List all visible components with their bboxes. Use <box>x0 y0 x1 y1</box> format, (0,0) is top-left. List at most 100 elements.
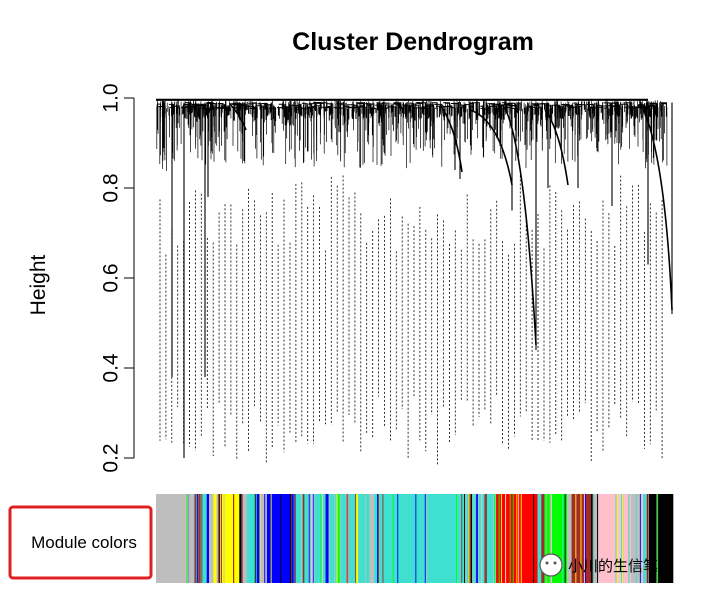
dendrogram-curved-branch <box>544 109 569 186</box>
y-axis: 0.2 0.4 0.6 0.8 1.0 <box>99 83 135 473</box>
module-color-stripe <box>562 494 564 583</box>
module-color-segment <box>348 494 357 583</box>
module-color-stripe <box>639 494 641 583</box>
module-color-stripe <box>467 494 468 583</box>
module-color-stripe <box>280 494 282 583</box>
module-color-stripe <box>485 494 487 583</box>
module-color-stripe <box>197 494 199 583</box>
module-color-segment <box>256 494 260 583</box>
dendrogram-curved-branch <box>229 103 247 131</box>
module-color-segment <box>220 494 240 583</box>
module-color-segment <box>156 494 195 583</box>
module-color-stripe <box>629 494 631 583</box>
module-color-segment <box>314 494 326 583</box>
module-color-stripe <box>471 494 472 583</box>
module-color-stripe <box>355 494 357 583</box>
dendrogram-branches <box>157 102 667 122</box>
module-color-stripe <box>581 494 583 583</box>
module-color-stripe <box>292 494 294 583</box>
module-color-stripe <box>186 494 188 583</box>
module-color-stripe <box>597 494 598 583</box>
module-color-stripe <box>564 494 566 583</box>
module-color-stripe <box>320 494 322 583</box>
module-color-stripe <box>520 494 522 583</box>
module-color-stripe <box>608 494 609 583</box>
module-color-stripe <box>426 494 428 583</box>
y-tick-label: 0.8 <box>99 173 122 202</box>
module-color-segment <box>486 494 494 583</box>
module-color-stripe <box>551 494 552 583</box>
module-color-stripe <box>291 494 293 583</box>
module-color-stripe <box>621 494 622 583</box>
module-color-segment <box>468 494 472 583</box>
module-color-stripe <box>195 494 197 583</box>
module-color-stripe <box>505 494 506 583</box>
module-color-stripe <box>498 494 500 583</box>
module-color-stripe <box>473 494 475 583</box>
module-color-segment <box>358 494 370 583</box>
module-color-stripe <box>512 494 514 583</box>
module-color-stripe <box>321 494 323 583</box>
module-color-stripe <box>294 494 296 583</box>
dendrogram-curved-branch <box>639 101 673 311</box>
y-tick-label: 0.2 <box>99 443 122 472</box>
watermark: 小川的生信笔记 <box>539 553 673 577</box>
module-color-stripe <box>424 494 426 583</box>
module-color-segment <box>541 494 545 583</box>
module-color-stripe <box>221 494 222 583</box>
module-color-segment <box>325 494 329 583</box>
module-color-stripe <box>501 494 502 583</box>
module-color-stripe <box>465 494 467 583</box>
module-color-segment <box>567 494 572 583</box>
watermark-text: 小川的生信笔记 <box>568 557 673 575</box>
module-color-stripe <box>289 494 291 583</box>
module-color-segment <box>476 494 479 583</box>
module-color-stripe <box>388 494 390 583</box>
module-color-stripe <box>377 494 378 583</box>
module-color-stripe <box>397 494 399 583</box>
dendrogram-curved-branch <box>439 104 463 173</box>
module-color-segment <box>337 494 341 583</box>
module-color-stripe <box>593 494 595 583</box>
module-color-stripe <box>494 494 495 583</box>
module-color-segment <box>241 494 248 583</box>
module-color-stripe <box>516 494 518 583</box>
module-color-stripe <box>628 494 630 583</box>
dendrogram-curved-branch <box>504 107 537 346</box>
module-color-segment <box>594 494 600 583</box>
module-colors-label: Module colors <box>31 533 137 552</box>
module-color-segment <box>374 494 469 583</box>
module-color-stripe <box>336 494 338 583</box>
dendrogram-tree <box>156 98 673 465</box>
module-color-segment <box>646 494 674 583</box>
module-color-stripe <box>584 494 585 583</box>
module-color-stripe <box>477 494 479 583</box>
module-color-stripe <box>392 494 394 583</box>
module-color-segment <box>328 494 338 583</box>
module-color-stripe <box>246 494 248 583</box>
module-color-stripe <box>481 494 483 583</box>
module-color-stripe <box>468 494 470 583</box>
wechat-icon <box>539 553 563 577</box>
module-color-stripe <box>339 494 341 583</box>
module-color-stripe <box>615 494 617 583</box>
module-color-stripe <box>461 494 463 583</box>
module-color-stripe <box>196 494 198 583</box>
module-color-stripe <box>365 494 367 583</box>
module-color-stripe <box>585 494 586 583</box>
module-color-stripe <box>241 494 243 583</box>
module-color-stripe <box>657 494 659 583</box>
module-color-segment <box>213 494 217 583</box>
module-color-stripe <box>348 494 350 583</box>
module-color-stripe <box>328 494 330 583</box>
module-color-segment <box>304 494 312 583</box>
module-color-stripe <box>301 494 303 583</box>
module-color-segment <box>369 494 375 583</box>
module-color-stripe <box>642 494 643 583</box>
module-color-stripe <box>580 494 582 583</box>
module-color-stripe <box>545 494 547 583</box>
module-color-segment <box>198 494 201 583</box>
module-color-stripe <box>592 494 594 583</box>
module-color-stripe <box>647 494 649 583</box>
